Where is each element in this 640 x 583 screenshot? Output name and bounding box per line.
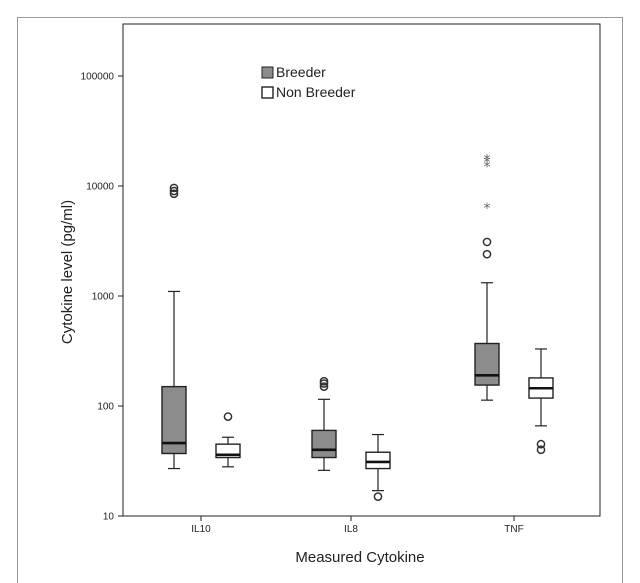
outlier-point <box>482 237 492 247</box>
y-tick-label: 100000 <box>81 72 115 83</box>
outlier-point <box>536 445 546 455</box>
y-axis: 10 100 1000 10000 100000 <box>81 72 123 523</box>
outlier-point <box>223 412 233 422</box>
outlier-point <box>169 189 179 199</box>
y-tick-label: 10 <box>103 512 115 523</box>
legend: Breeder Non Breeder <box>261 64 356 100</box>
y-tick-label: 10000 <box>86 182 114 193</box>
x-tick-label: IL8 <box>344 524 358 535</box>
outlier-point <box>319 382 329 391</box>
figure-frame <box>17 17 623 583</box>
legend-swatch-breeder <box>261 66 274 79</box>
extreme-point: * <box>484 201 491 217</box>
outlier-point <box>169 186 179 196</box>
outlier-point <box>482 249 492 259</box>
extreme-point: * <box>484 160 491 176</box>
legend-label-non-breeder: Non Breeder <box>276 84 356 100</box>
plot-area <box>122 23 601 517</box>
box-group <box>528 348 554 455</box>
box-group <box>365 433 391 501</box>
x-tick-label: TNF <box>504 524 523 535</box>
x-axis-title: Measured Cytokine <box>295 549 424 566</box>
y-tick-label: 1000 <box>92 292 115 303</box>
y-axis-title: Cytokine level (pg/ml) <box>59 200 76 344</box>
outlier-point <box>373 492 383 501</box>
box-iqr <box>365 451 391 470</box>
box-group <box>311 376 337 471</box>
legend-swatch-non-breeder <box>261 86 274 99</box>
box-iqr <box>474 342 500 386</box>
box-group <box>161 183 187 470</box>
outlier-point <box>169 183 179 193</box>
box-group: **** <box>474 152 500 401</box>
box-group <box>215 412 241 468</box>
x-axis: IL10 IL8 TNF <box>191 516 524 535</box>
outlier-point <box>536 439 546 449</box>
outlier-point <box>319 376 329 386</box>
extreme-point: * <box>484 155 491 171</box>
extreme-point: * <box>484 152 491 168</box>
x-tick-label: IL10 <box>191 524 211 535</box>
y-tick-label: 100 <box>97 402 114 413</box>
boxes-layer: **** <box>161 152 554 501</box>
box-iqr <box>311 429 337 459</box>
legend-label-breeder: Breeder <box>276 64 326 80</box>
